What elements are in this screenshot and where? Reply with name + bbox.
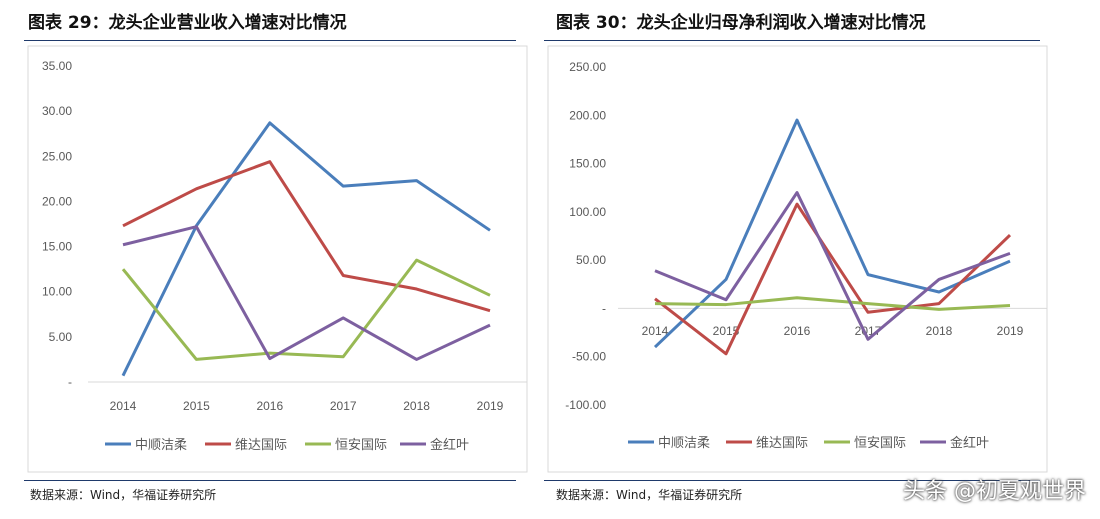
source-rule-left (24, 480, 516, 481)
y-tick-label: -50.00 (572, 350, 606, 364)
y-tick-label: 250.00 (569, 60, 606, 74)
x-tick-label: 2016 (256, 399, 283, 413)
series-line-维达国际 (654, 202, 1012, 356)
legend-label: 恒安国际 (335, 438, 387, 453)
source-right: 数据来源：Wind，华福证券研究所 (556, 488, 743, 502)
x-tick-label: 2015 (183, 399, 210, 413)
x-tick-label: 2016 (784, 324, 811, 338)
watermark: 头条 @初夏观世界 (903, 479, 1086, 504)
series-line-中顺洁柔 (653, 118, 1011, 349)
chart-title-left: 图表 29：龙头企业营业收入增速对比情况 (28, 13, 347, 33)
series-line-恒安国际 (654, 296, 1011, 311)
x-tick-label: 2019 (477, 399, 504, 413)
x-tick-label: 2018 (926, 324, 953, 338)
legend-label: 金红叶 (950, 435, 989, 451)
source-left: 数据来源：Wind，华福证券研究所 (30, 488, 217, 502)
y-tick-label: 35.00 (42, 59, 72, 73)
chart-frame-0 (27, 45, 528, 473)
chart-frame-1 (547, 45, 1048, 473)
y-tick-label: 5.00 (49, 330, 73, 344)
series-line-金红叶 (122, 225, 491, 361)
series-line-维达国际 (122, 160, 491, 313)
legend-label: 恒安国际 (854, 436, 906, 451)
x-tick-label: 2014 (642, 324, 669, 338)
source-rule-right (544, 480, 1040, 481)
y-tick-label: - (602, 301, 606, 315)
y-tick-label: 30.00 (42, 104, 72, 118)
y-tick-label: 50.00 (576, 253, 606, 267)
title-rule-right (544, 40, 1040, 41)
y-tick-label: - (68, 375, 72, 389)
x-tick-label: 2017 (330, 399, 357, 413)
x-tick-label: 2015 (713, 324, 740, 338)
legend-label: 维达国际 (756, 436, 808, 451)
legend-label: 金红叶 (430, 437, 469, 453)
x-tick-label: 2019 (997, 324, 1024, 338)
x-tick-label: 2018 (403, 399, 430, 413)
legend-label: 中顺洁柔 (135, 438, 187, 453)
chart-title-right: 图表 30：龙头企业归母净利润收入增速对比情况 (556, 13, 926, 33)
legend-label: 维达国际 (235, 438, 287, 453)
y-tick-label: 25.00 (42, 149, 72, 163)
series-line-恒安国际 (121, 258, 491, 361)
y-tick-label: 150.00 (569, 157, 606, 171)
series-line-中顺洁柔 (121, 121, 491, 377)
y-tick-label: 10.00 (42, 285, 72, 299)
y-tick-label: 15.00 (42, 240, 72, 254)
legend-label: 中顺洁柔 (658, 436, 710, 451)
title-rule-left (24, 40, 516, 41)
series-line-金红叶 (654, 191, 1011, 341)
x-tick-label: 2014 (110, 399, 137, 413)
y-tick-label: -100.00 (565, 398, 606, 412)
y-tick-label: 200.00 (569, 108, 606, 122)
y-tick-label: 20.00 (42, 194, 72, 208)
y-tick-label: 100.00 (569, 205, 606, 219)
